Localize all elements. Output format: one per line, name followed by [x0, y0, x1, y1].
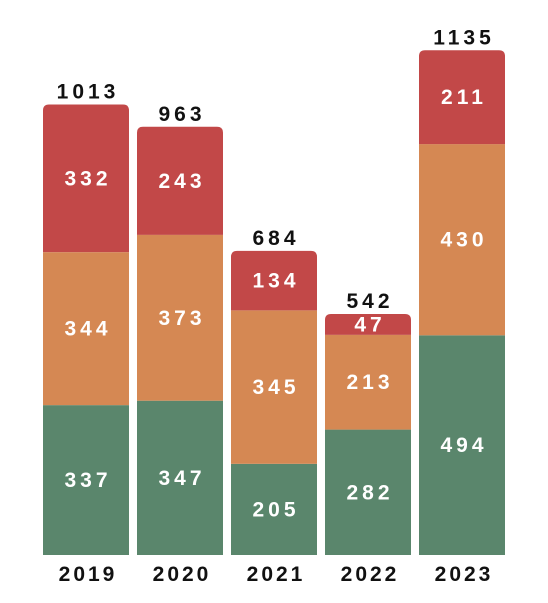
bar-segment-2022-series-3: [325, 313, 411, 335]
segment-value-label: 134: [252, 270, 299, 293]
segment-value-label: 337: [64, 469, 111, 492]
segment-value-label: 205: [252, 498, 299, 521]
segment-value-label: 494: [440, 434, 487, 457]
bar-segment-2021-series-2: [231, 310, 317, 464]
segment-value-label: 282: [346, 481, 393, 504]
bar-total-label: 1135: [433, 26, 495, 49]
x-tick-label: 2019: [59, 563, 118, 586]
bar-segment-2021-series-3: [231, 250, 317, 311]
bar-segment-2019-series-3: [43, 104, 129, 253]
segment-value-label: 347: [158, 467, 205, 490]
segment-value-label: 430: [440, 229, 487, 252]
bar-segment-2023-series-3: [419, 50, 505, 145]
bar-segment-2023-series-2: [419, 144, 505, 336]
segment-value-label: 243: [158, 170, 205, 193]
bar-segment-2019-series-2: [43, 252, 129, 406]
segment-value-label: 213: [346, 371, 393, 394]
bar-segment-2022-series-2: [325, 334, 411, 430]
bar-segment-2020-series-2: [137, 234, 223, 401]
segment-value-label: 345: [252, 376, 299, 399]
x-tick-label: 2023: [435, 563, 494, 586]
bar-segment-2020-series-3: [137, 126, 223, 235]
segment-value-label: 332: [64, 167, 111, 190]
bar-total-label: 542: [346, 290, 393, 313]
bar-total-label: 963: [158, 103, 205, 126]
bar-total-label: 1013: [57, 81, 120, 104]
bar-segment-2020-series-1: [137, 400, 223, 555]
bar-segment-2022-series-1: [325, 429, 411, 555]
segment-value-label: 373: [158, 307, 205, 330]
bar-segment-2019-series-1: [43, 405, 129, 555]
x-tick-label: 2021: [247, 563, 306, 586]
segment-value-label: 47: [354, 313, 385, 336]
bar-total-label: 684: [252, 227, 299, 250]
bar-segment-2021-series-1: [231, 463, 317, 555]
bar-segment-2023-series-1: [419, 335, 505, 555]
segment-value-label: 344: [64, 318, 111, 341]
x-tick-label: 2022: [341, 563, 400, 586]
x-tick-label: 2020: [153, 563, 212, 586]
segment-value-label: 211: [441, 86, 487, 109]
